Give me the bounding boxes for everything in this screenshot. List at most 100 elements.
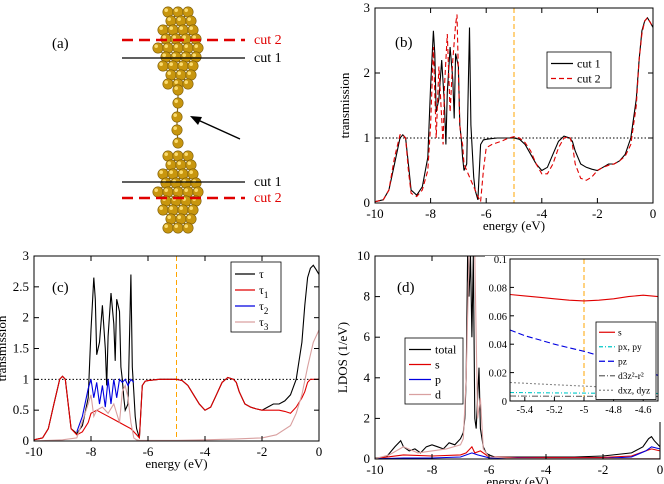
x-axis-label: energy (eV): [483, 218, 545, 233]
inset-x-tick-label: -4.6: [635, 405, 652, 416]
atom-highlight: [189, 26, 193, 30]
gold-atom: [180, 177, 192, 189]
gold-atom: [165, 15, 177, 27]
atom-highlight: [167, 161, 171, 165]
atom-highlight: [169, 206, 173, 210]
inset-y-tick-label: 0.02: [489, 369, 507, 380]
atom-highlight: [164, 80, 168, 84]
atom-highlight: [162, 35, 166, 39]
x-tick-label: -8: [86, 444, 97, 459]
legend-label: total: [435, 343, 457, 357]
atom-highlight: [179, 206, 183, 210]
y-axis-label: LDOS (1/eV): [335, 322, 350, 393]
atom-highlight: [169, 62, 173, 66]
atom-highlight: [164, 8, 168, 12]
gold-atom: [185, 159, 197, 171]
cut-label: cut 1: [254, 175, 282, 190]
gold-atom: [182, 42, 194, 54]
atom-highlight: [174, 188, 178, 192]
cut-label: cut 2: [254, 191, 282, 206]
x-tick-label: -6: [484, 462, 495, 477]
atom-highlight: [184, 8, 188, 12]
y-tick-label: 6: [364, 329, 371, 344]
legend-label: p: [435, 373, 441, 387]
atom-highlight: [182, 53, 186, 57]
atom-highlight: [154, 188, 158, 192]
atom-highlight: [177, 71, 181, 75]
gold-atom: [177, 204, 189, 216]
gold-atom: [172, 84, 184, 96]
x-axis-label: energy (eV): [486, 474, 548, 484]
x-axis-label: energy (eV): [145, 456, 207, 471]
atom-highlight: [184, 152, 188, 156]
atom-highlight: [184, 44, 188, 48]
gold-atom: [175, 159, 187, 171]
gold-atom: [152, 186, 164, 198]
x-tick-label: -4: [200, 444, 211, 459]
gold-atom: [190, 177, 202, 189]
inset-series-dxz, dyz: [509, 381, 659, 389]
atom-highlight: [184, 224, 188, 228]
series-line-cut 1: [375, 16, 653, 203]
gold-atom: [167, 60, 179, 72]
atom-highlight: [167, 17, 171, 21]
y-tick-label: 2: [364, 65, 371, 80]
x-tick-label: -10: [366, 462, 383, 477]
x-tick-label: -2: [598, 462, 609, 477]
atom-highlight: [177, 215, 181, 219]
legend-label: τ3: [259, 315, 269, 332]
inset-legend-label: pz: [618, 357, 627, 367]
gold-atom: [182, 222, 194, 234]
atom-highlight: [164, 188, 168, 192]
panel-c-chart: -10 -8 -6 -4 -2 0 0 0.5 1 1.5 2 2.5 3 energy (eV) tran…: [0, 248, 322, 471]
y-tick-label: 1.5: [13, 341, 29, 356]
y-tick-label: 0.5: [13, 402, 29, 417]
atom-highlight: [164, 44, 168, 48]
x-tick-label: -10: [25, 444, 42, 459]
panel-b-chart: -10 -8 -6 -4 -2 0 0 1 2 3 energy (eV) transmission (…: [337, 0, 656, 233]
atom-highlight: [182, 35, 186, 39]
y-tick-label: 3: [364, 0, 371, 15]
atom-highlight: [154, 44, 158, 48]
gold-atom: [167, 204, 179, 216]
atom-highlight: [174, 8, 178, 12]
gold-atom: [172, 137, 184, 149]
panel-a-structure: (a) cut 2 cut 1 cut 1 cut 2: [52, 6, 282, 234]
gold-atom: [162, 222, 174, 234]
gold-atom: [182, 186, 194, 198]
atom-highlight: [174, 224, 178, 228]
legend-label: cut 1: [577, 57, 601, 71]
atom-highlight: [174, 152, 178, 156]
atom-highlight: [179, 26, 183, 30]
gold-atom: [162, 42, 174, 54]
atom-highlight: [174, 80, 178, 84]
atom-highlight: [179, 170, 183, 174]
atom-highlight: [187, 71, 191, 75]
gold-atom: [171, 111, 183, 123]
gold-atom: [162, 78, 174, 90]
y-tick-label: 2: [364, 410, 371, 425]
gold-atom: [185, 15, 197, 27]
gold-atom: [182, 78, 194, 90]
gold-atom: [175, 15, 187, 27]
gold-atom: [162, 186, 174, 198]
y-tick-label: 2: [23, 310, 30, 325]
x-tick-label: -4: [536, 206, 547, 221]
y-tick-label: 0: [23, 433, 30, 448]
panel-label: (d): [397, 280, 415, 296]
atom-highlight: [159, 170, 163, 174]
atom-highlight: [189, 62, 193, 66]
y-tick-label: 2.5: [13, 279, 29, 294]
atom-highlight: [174, 139, 178, 143]
x-tick-label: -6: [143, 444, 154, 459]
gold-atom: [192, 42, 204, 54]
x-tick-label: -8: [427, 462, 438, 477]
gold-atom: [171, 124, 183, 136]
gold-atom: [160, 177, 172, 189]
arrow-indicator: [190, 116, 241, 140]
legend-label: cut 2: [577, 72, 601, 86]
legend-box: [546, 51, 612, 89]
atom-highlight: [194, 44, 198, 48]
atom-highlight: [184, 80, 188, 84]
y-tick-label: 4: [364, 370, 371, 385]
